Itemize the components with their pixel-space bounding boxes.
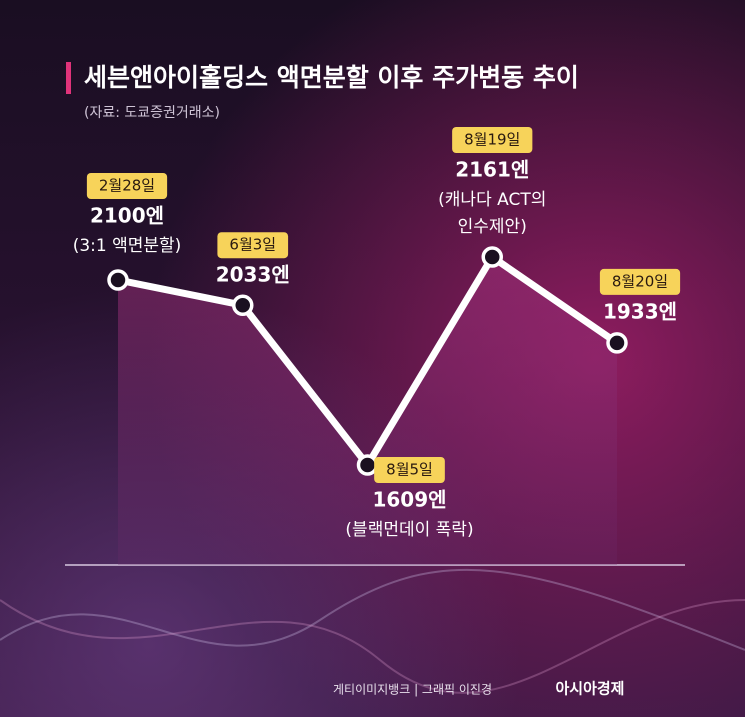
value-label: 1609엔	[372, 488, 446, 512]
decor-curve	[0, 599, 745, 694]
annotation: (3:1 액면분할)	[73, 236, 182, 256]
point	[356, 454, 379, 476]
date-badge	[217, 232, 289, 259]
date-badge	[374, 457, 445, 483]
annotation: (블랙먼데이 폭락)	[345, 520, 473, 540]
point	[481, 246, 503, 268]
plot: 2월28일 2100엔 (3:1 액면분할) 6월3일 2033엔 8월5일 1609엔 (블…	[73, 127, 681, 565]
date-label: 8월19일	[464, 131, 520, 149]
date-badge	[452, 127, 533, 153]
date-badge	[86, 172, 168, 199]
point	[107, 269, 129, 291]
annotation: 인수제안)	[458, 217, 527, 237]
value-label: 2161엔	[455, 158, 529, 182]
area	[118, 257, 617, 565]
annotation: (캐나다 ACT의	[438, 190, 546, 210]
footer-brand: 아시아경제	[555, 680, 624, 698]
point	[232, 294, 254, 316]
title-bar	[66, 62, 71, 94]
title: 세븐앤아이홀딩스 액면분할 이후 주가변동 추이	[84, 63, 579, 92]
footer-credit: 게티이미지뱅크 | 그래픽 이진경	[333, 683, 492, 697]
date-label: 8월5일	[386, 461, 433, 479]
value-label: 2100엔	[90, 203, 164, 227]
date-badge	[599, 268, 681, 295]
source: (자료: 도쿄증권거래소)	[84, 105, 220, 121]
value-label: 1933엔	[603, 299, 677, 323]
value-label: 2033엔	[216, 263, 290, 287]
decor-curve	[0, 568, 745, 651]
point	[606, 332, 628, 354]
date-label: 6월3일	[229, 236, 276, 254]
date-label: 2월28일	[99, 176, 155, 194]
date-label: 8월20일	[612, 272, 668, 290]
